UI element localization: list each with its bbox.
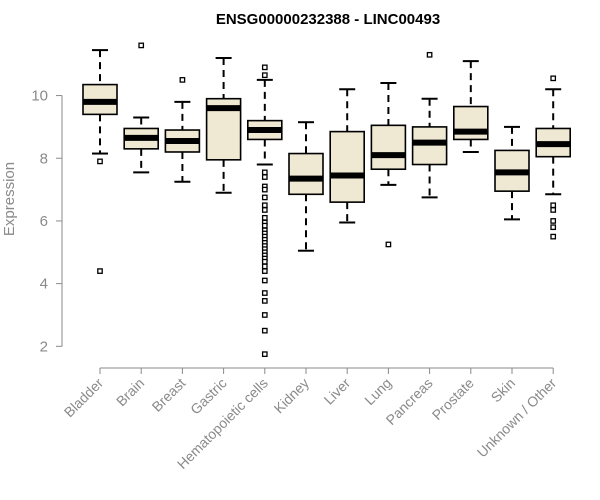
outlier-point	[261, 277, 268, 284]
chart-title: ENSG00000232388 - LINC00493	[216, 11, 440, 28]
box-brain	[123, 42, 159, 174]
box-unknown-other	[535, 75, 572, 240]
iqr-box	[288, 152, 324, 196]
y-axis-label: Expression	[1, 162, 18, 236]
outlier-point	[261, 312, 268, 318]
iqr-box	[411, 126, 448, 166]
box-hematopoietic-cells	[247, 64, 283, 358]
outlier-point	[550, 207, 557, 213]
iqr-box	[370, 124, 407, 171]
outlier-point	[179, 77, 186, 83]
x-tick-label: Liver	[321, 375, 354, 408]
outlier-point	[261, 169, 268, 176]
outlier-point	[261, 258, 268, 265]
outlier-point	[426, 51, 433, 58]
outlier-point	[550, 75, 557, 82]
boxes-group	[82, 42, 572, 358]
outlier-point	[138, 42, 145, 49]
outlier-point	[261, 64, 268, 71]
outlier-point	[97, 268, 103, 274]
y-tick-label: 4	[40, 276, 48, 293]
outlier-point	[261, 327, 268, 334]
box-liver	[329, 88, 366, 224]
box-kidney	[288, 121, 324, 252]
outlier-point	[97, 158, 103, 165]
x-tick-label: Breast	[149, 375, 189, 415]
outlier-point	[385, 241, 392, 248]
x-tick-label: Brain	[113, 375, 147, 409]
box-breast	[164, 77, 201, 183]
box-prostate	[452, 60, 489, 153]
outlier-point	[261, 207, 268, 213]
x-tick-label: Kidney	[271, 375, 313, 417]
y-axis: 2 4 6 8 10	[31, 88, 63, 355]
outlier-point	[261, 72, 268, 79]
x-tick-label: Lung	[361, 375, 394, 408]
outlier-point	[550, 218, 557, 224]
outlier-point	[261, 290, 268, 296]
outlier-point	[261, 174, 268, 180]
iqr-box	[329, 130, 366, 203]
outlier-point	[261, 214, 268, 221]
box-skin	[494, 125, 530, 221]
outlier-point	[261, 298, 268, 304]
y-tick-label: 10	[31, 88, 48, 105]
box-pancreas	[411, 51, 448, 199]
box-bladder	[82, 49, 118, 274]
x-tick-label: Bladder	[61, 375, 107, 421]
outlier-point	[261, 222, 268, 229]
box-gastric	[205, 56, 242, 194]
outlier-point	[261, 263, 268, 270]
y-tick-label: 8	[40, 150, 48, 167]
outlier-point	[261, 202, 268, 209]
x-tick-label: Skin	[488, 375, 519, 406]
outlier-point	[550, 202, 557, 209]
x-tick-label: Prostate	[429, 375, 477, 423]
box-lung	[370, 82, 407, 248]
y-tick-label: 6	[40, 213, 48, 230]
outlier-point	[261, 194, 268, 201]
outlier-point	[261, 268, 268, 274]
outlier-point	[550, 224, 557, 231]
outlier-point	[550, 233, 557, 240]
outlier-point	[261, 351, 268, 358]
outlier-point	[261, 186, 268, 193]
y-tick-label: 2	[40, 338, 48, 355]
